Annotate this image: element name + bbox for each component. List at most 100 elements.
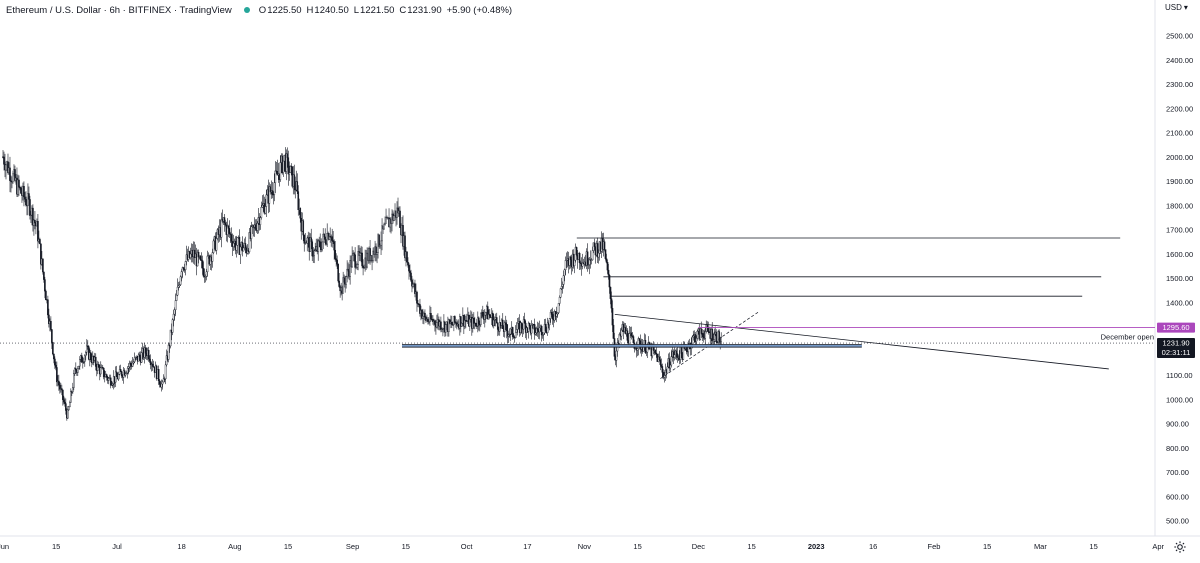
candle-body	[313, 250, 316, 256]
candle-body	[287, 157, 290, 175]
candle-body	[226, 225, 229, 235]
candle-body	[419, 304, 421, 314]
candle-body	[347, 268, 349, 272]
candle-body	[52, 342, 54, 355]
candle-body	[7, 161, 9, 173]
candle-body	[695, 338, 698, 343]
candle-body	[523, 319, 526, 324]
candle-body	[232, 242, 235, 247]
candle-body	[306, 237, 309, 244]
candle-body	[481, 312, 484, 317]
candle-body	[527, 323, 530, 332]
candle-body	[605, 258, 608, 263]
candle-body	[29, 199, 31, 216]
candle-body	[274, 170, 277, 183]
candle-body	[417, 303, 419, 305]
candle-body	[720, 337, 722, 342]
x-tick-label: Feb	[928, 542, 941, 551]
candle-body	[227, 225, 230, 229]
x-tick-label: 15	[402, 542, 410, 551]
candle-body	[645, 351, 648, 354]
candle-body	[568, 256, 571, 266]
candle-body	[223, 217, 226, 223]
candle-body	[82, 361, 85, 363]
candle-body	[328, 236, 330, 240]
candle-body	[436, 322, 438, 328]
y-tick-label: 1700.00	[1166, 226, 1193, 235]
candle-body	[288, 172, 291, 175]
candle-body	[655, 352, 658, 355]
y-tick-label: 1000.00	[1166, 395, 1193, 404]
candle-body	[427, 319, 429, 322]
candle-body	[134, 357, 137, 359]
candle-body	[663, 375, 666, 378]
candle-body	[127, 366, 130, 369]
candle-body	[620, 329, 623, 337]
candle-body	[712, 339, 715, 342]
candle-body	[541, 334, 544, 336]
candle-body	[351, 254, 353, 268]
candle-body	[25, 199, 27, 206]
y-tick-label: 1400.00	[1166, 298, 1193, 307]
x-tick-label: 15	[983, 542, 991, 551]
candle-body	[597, 252, 600, 258]
candle-body	[503, 322, 506, 332]
candle-body	[75, 368, 77, 371]
candle-body	[256, 223, 259, 231]
ohlc-key: C	[399, 4, 407, 16]
candle-body	[178, 284, 181, 286]
candle-body	[630, 332, 633, 337]
candle-body	[81, 355, 83, 363]
candle-body	[385, 217, 387, 224]
candle-body	[675, 350, 678, 354]
candle-body	[336, 259, 338, 265]
candle-body	[588, 259, 591, 265]
candle-body	[161, 381, 164, 385]
candle-body	[702, 333, 705, 338]
candle-body	[228, 228, 231, 234]
candle-body	[496, 322, 499, 330]
candle-body	[69, 402, 71, 408]
candle-body	[23, 186, 25, 198]
candle-body	[538, 327, 541, 333]
december-open-label: December open	[1101, 333, 1154, 342]
candle-body	[488, 314, 491, 317]
candle-body	[293, 174, 296, 187]
candle-body	[609, 286, 612, 299]
candle-body	[528, 323, 531, 327]
candle-body	[604, 249, 607, 259]
candle-body	[68, 406, 70, 410]
candle-body	[516, 322, 519, 330]
candle-body	[45, 290, 47, 301]
candle-body	[260, 206, 263, 218]
candle-body	[115, 371, 118, 377]
candle-body	[495, 317, 498, 324]
candle-body	[312, 255, 315, 257]
candle-body	[559, 288, 562, 298]
candle-body	[508, 333, 511, 336]
ohlc-key: H	[306, 4, 314, 16]
candle-body	[244, 243, 247, 248]
candle-body	[561, 284, 564, 287]
candle-body	[27, 193, 29, 207]
price-tag-label: 1231.90	[1162, 339, 1189, 348]
candle-body	[372, 250, 374, 261]
candle-body	[73, 373, 75, 388]
candle-body	[342, 277, 344, 294]
candle-body	[32, 207, 34, 226]
market-status-icon	[243, 7, 250, 13]
candle-body	[261, 205, 264, 208]
gear-icon[interactable]	[1173, 540, 1187, 554]
candle-body	[67, 409, 69, 419]
candle-body	[349, 260, 351, 277]
candle-body	[148, 358, 151, 362]
candle-body	[628, 333, 631, 344]
candle-body	[409, 270, 411, 274]
currency-selector[interactable]: USD ▾	[1165, 3, 1188, 12]
ohlc-value: +5.90 (+0.48%)	[446, 4, 513, 16]
candle-body	[151, 363, 154, 367]
candle-body	[44, 279, 46, 292]
candle-body	[224, 222, 227, 226]
